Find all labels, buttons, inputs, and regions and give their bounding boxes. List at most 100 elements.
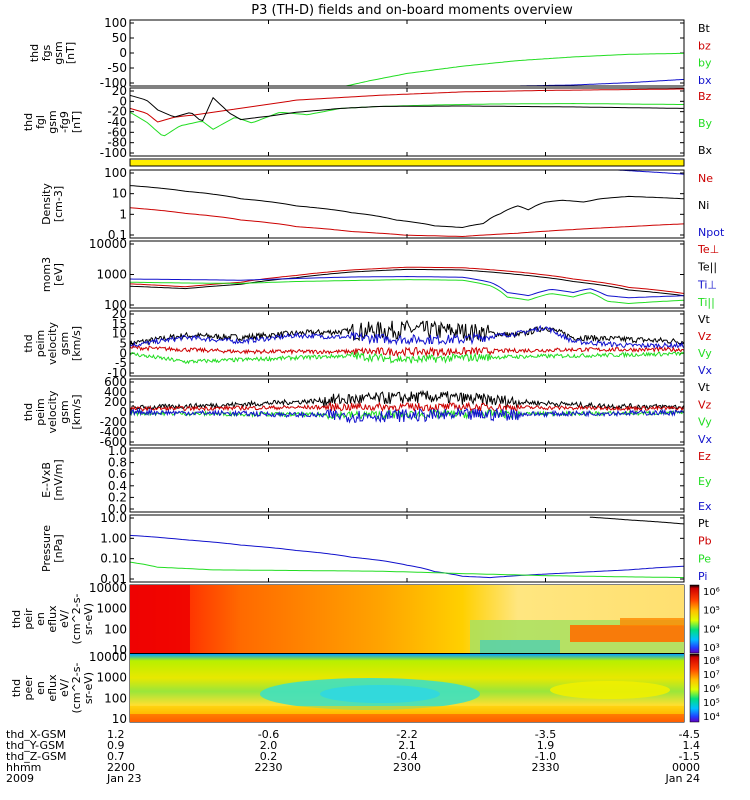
panel-frame — [129, 378, 685, 446]
legend-Pt: Pt — [698, 517, 710, 530]
colorbar-label: 10⁶ — [703, 587, 720, 598]
legend-Pi: Pi — [698, 570, 707, 583]
series-line-blue — [130, 534, 684, 579]
y-axis-label: peim — [34, 398, 47, 426]
x-value: 2330 — [532, 761, 560, 774]
y-axis-label: fgs — [40, 44, 53, 61]
y-axis-label: eV/ — [58, 679, 71, 697]
y-axis-label: fgl — [34, 115, 47, 129]
y-axis-label: eflux — [46, 605, 59, 633]
y-tick-label: -100 — [100, 146, 127, 160]
legend-by: by — [698, 57, 712, 70]
legend-Vx: Vx — [698, 364, 713, 377]
y-axis-label: velocity — [46, 390, 59, 433]
x-value: 2.0 — [260, 739, 278, 752]
peer-colorbar-gradient — [689, 653, 700, 723]
y-axis-label: gsm — [46, 110, 59, 133]
y-axis-label: sr-eV) — [82, 603, 95, 635]
y-tick-label: 0.01 — [100, 572, 127, 586]
series-line-blue — [617, 170, 684, 175]
peir-orange-band — [570, 625, 684, 642]
legend-Te||: Te|| — [697, 261, 717, 274]
y-tick-label: 0.0 — [108, 502, 127, 516]
legend-Bx: Bx — [698, 144, 713, 157]
series-group — [130, 516, 684, 579]
y-axis-label: gsm — [52, 41, 65, 64]
series-line-blue — [130, 324, 684, 350]
y-tick-label: 0 — [119, 46, 127, 60]
y-axis-label: [nT] — [64, 42, 77, 64]
y-tick-label: 10 — [112, 187, 127, 201]
x-value: Jan 23 — [106, 772, 141, 785]
x-value: 0.7 — [107, 750, 125, 763]
panel-status-strip — [129, 158, 685, 167]
peer-colorbar: 10⁸ 10⁷ 10⁶ 10⁵ 10⁴ — [689, 653, 720, 723]
y-tick-label: 1000 — [96, 602, 127, 616]
y-axis-label: thd — [22, 113, 35, 131]
y-axis-label: [eV] — [52, 263, 65, 286]
y-tick-label: 1 — [119, 207, 127, 221]
y-tick-label: 20 — [112, 307, 127, 321]
colorbar-label: 10⁴ — [703, 712, 720, 723]
y-axis-label: thd — [22, 334, 35, 352]
series-line-red — [130, 401, 684, 413]
legend-bz: bz — [698, 39, 711, 52]
y-axis-label: thd — [10, 610, 23, 628]
peer-orange-band — [130, 714, 684, 722]
y-tick-label: -80 — [107, 136, 127, 150]
series-line-blue — [517, 78, 684, 86]
y-tick-label: -20 — [107, 105, 127, 119]
series-line-black — [130, 389, 684, 412]
y-tick-label: -100 — [100, 76, 127, 90]
legend-Ti||: Ti|| — [697, 296, 715, 309]
y-tick-label: 100 — [104, 622, 127, 636]
panel-frame — [129, 447, 685, 513]
y-tick-label: 0.6 — [108, 467, 127, 481]
x-value: 2200 — [107, 761, 135, 774]
y-tick-label: 0 — [119, 405, 127, 419]
y-tick-label: 1000 — [96, 671, 127, 685]
series-line-black — [130, 185, 684, 229]
y-axis-label: peer — [22, 675, 35, 701]
legend-Pe: Pe — [698, 552, 711, 565]
series-group — [130, 88, 684, 137]
series-group — [130, 170, 684, 238]
x-value: 2300 — [393, 761, 421, 774]
y-axis-label: [km/s] — [70, 326, 83, 361]
x-value: -4.5 — [679, 728, 700, 741]
panel-frame — [129, 310, 685, 377]
x-value: 1.4 — [683, 739, 701, 752]
y-tick-label: 400 — [104, 385, 127, 399]
x-value: -3.5 — [535, 728, 556, 741]
y-axis-label: [mV/m] — [52, 459, 65, 500]
panel-frame — [129, 158, 685, 167]
legend-bx: bx — [698, 74, 712, 87]
y-tick-label: 5 — [119, 337, 127, 351]
y-axis-label: en — [34, 612, 47, 626]
y-axis-label: gsm — [58, 400, 71, 423]
y-tick-label: 50 — [112, 31, 127, 45]
y-axis-label: Density — [40, 183, 53, 225]
x-value: -2.2 — [396, 728, 417, 741]
colorbar-label: 10⁴ — [703, 624, 720, 635]
y-tick-label: 100 — [104, 691, 127, 705]
y-axis-label: (cm^2-s- — [70, 594, 83, 645]
y-axis-label: Pressure — [40, 525, 53, 572]
y-tick-label: 1.0 — [108, 444, 127, 458]
series-group — [130, 266, 684, 305]
series-line-green — [130, 561, 684, 579]
legend-Ez: Ez — [698, 450, 711, 463]
y-tick-label: 20 — [112, 84, 127, 98]
series-group — [130, 319, 684, 365]
legend-Ni: Ni — [698, 199, 709, 212]
legend-Ne: Ne — [698, 172, 713, 185]
x-value: 2.1 — [398, 739, 416, 752]
panel-electric-field: 1.00.80.60.40.20.0 E--VxB [mV/m] Ez Ey Ex — [40, 444, 712, 516]
x-value: -0.4 — [396, 750, 417, 763]
legend-Vt: Vt — [698, 381, 711, 394]
peir-spectrogram-image — [130, 585, 684, 653]
colorbar-label: 10⁵ — [703, 698, 720, 709]
